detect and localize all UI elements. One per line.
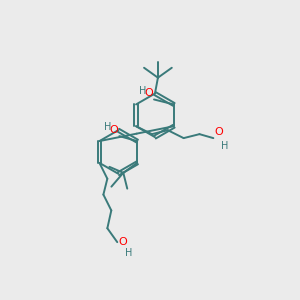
Text: O: O (144, 88, 153, 98)
Text: H: H (139, 85, 146, 95)
Text: O: O (214, 127, 223, 137)
Text: H: H (221, 141, 229, 151)
Text: O: O (118, 237, 127, 247)
Text: H: H (104, 122, 111, 132)
Text: O: O (110, 125, 118, 135)
Text: H: H (125, 248, 133, 258)
